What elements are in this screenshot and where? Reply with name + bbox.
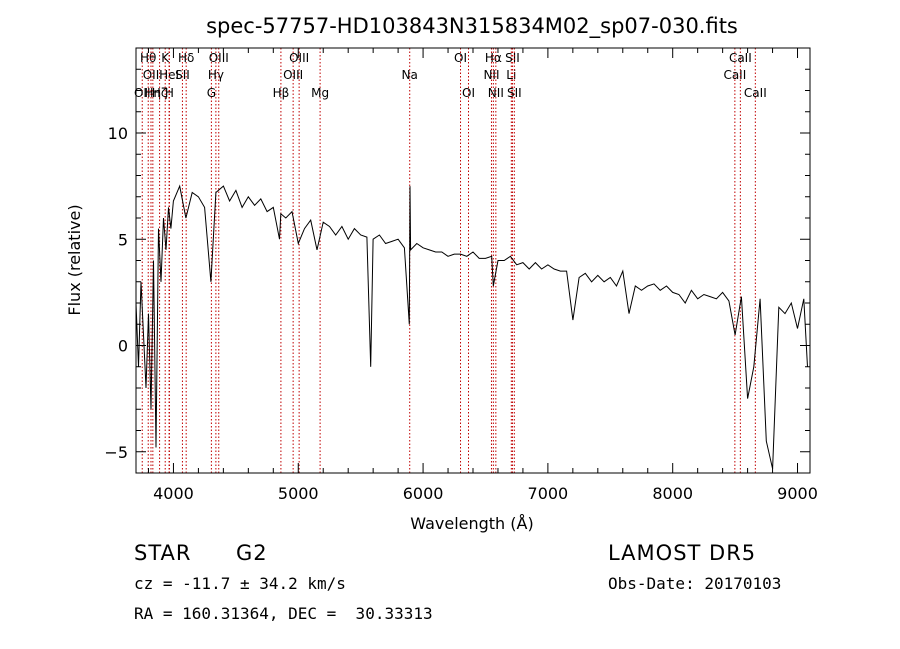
- line-label: SII: [507, 86, 522, 100]
- y-tick-label: 10: [108, 124, 128, 143]
- line-label: G: [207, 86, 216, 100]
- line-label: CaII: [729, 51, 752, 65]
- line-label: K: [161, 51, 170, 65]
- line-label: OIII: [289, 51, 309, 65]
- line-label: OI: [454, 51, 467, 65]
- line-label: SII: [175, 68, 190, 82]
- y-tick-label: −5: [104, 443, 128, 462]
- x-axis: 4000 5000 6000 7000 8000 9000: [147, 48, 818, 503]
- x-axis-label: Wavelength (Å): [410, 514, 533, 533]
- line-label: SII: [505, 51, 520, 65]
- line-label: CaII: [744, 86, 767, 100]
- line-label: Hζ: [152, 86, 168, 100]
- line-label: OII: [134, 86, 151, 100]
- line-label: Hη: [145, 86, 162, 100]
- x-tick-label: 8000: [652, 484, 693, 503]
- survey-name: LAMOST DR5: [608, 541, 757, 565]
- object-class: STAR: [134, 541, 192, 565]
- x-tick-label: 6000: [403, 484, 444, 503]
- line-label: Hθ: [140, 51, 156, 65]
- line-label: OIII: [209, 51, 229, 65]
- line-label: OII: [143, 68, 160, 82]
- plot-frame: [135, 47, 811, 474]
- y-tick-label: 0: [118, 337, 128, 356]
- object-subclass: G2: [236, 541, 268, 565]
- line-label: Hδ: [178, 51, 194, 65]
- line-label: NII: [488, 86, 504, 100]
- line-label: Hγ: [208, 68, 224, 82]
- y-tick-label: 5: [118, 230, 128, 249]
- coordinates: RA = 160.31364, DEC = 30.33313: [134, 604, 433, 623]
- y-axis: −5 0 5 10: [104, 68, 810, 462]
- line-label: NII: [483, 68, 499, 82]
- line-label: HeI: [159, 68, 179, 82]
- redshift-readout: cz = -11.7 ± 34.2 km/s: [134, 574, 346, 593]
- chart-title: spec-57757-HD103843N315834M02_sp07-030.f…: [206, 14, 738, 39]
- x-tick-label: 9000: [777, 484, 818, 503]
- x-tick-label: 4000: [153, 484, 194, 503]
- obs-date: Obs-Date: 20170103: [608, 574, 782, 593]
- line-label: Hβ: [273, 86, 290, 100]
- line-label: H: [165, 86, 174, 100]
- line-label: OI: [462, 86, 475, 100]
- x-tick-label: 5000: [278, 484, 319, 503]
- line-label: Hα: [485, 51, 502, 65]
- spectrum-line: [135, 184, 808, 469]
- line-label: Mg: [311, 86, 329, 100]
- plot-border: [135, 47, 811, 474]
- line-label: OIII: [283, 68, 303, 82]
- line-label: Li: [506, 68, 516, 82]
- line-label: Na: [402, 68, 418, 82]
- y-axis-label: Flux (relative): [65, 204, 84, 315]
- line-label: CaII: [723, 68, 746, 82]
- x-tick-label: 7000: [528, 484, 569, 503]
- spectral-line-markers: OIIHθOIIHηHζKHeIHSIIHδGHγOIIIHβOIIIOIIIM…: [134, 48, 767, 473]
